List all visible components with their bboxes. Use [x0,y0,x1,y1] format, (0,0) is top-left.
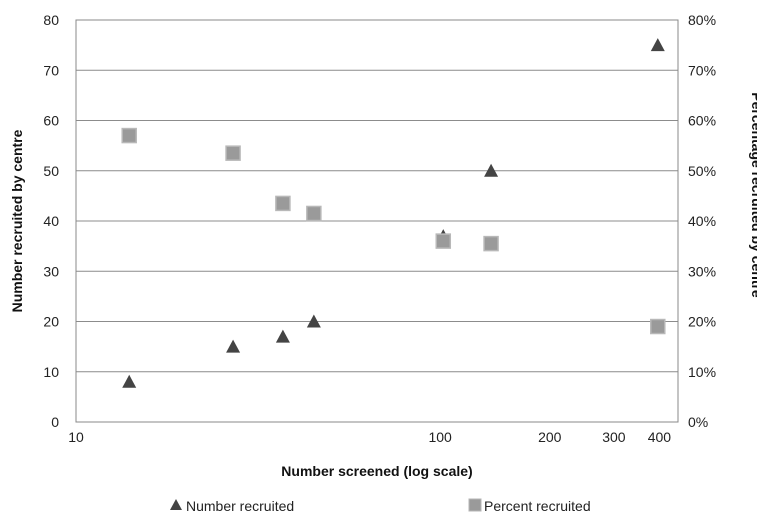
x-axis-title: Number screened (log scale) [281,463,472,479]
data-point-square [306,205,322,222]
gridlines [76,69,678,373]
right-axis-tick-label: 80% [688,12,716,28]
series-percent-recruited [121,127,666,335]
legend-label-percent-recruited: Percent recruited [484,498,591,513]
x-axis-tick-label: 300 [602,429,626,445]
x-axis-tick-label: 100 [428,429,452,445]
left-axis-tick-label: 70 [43,62,59,78]
data-point-triangle [484,163,499,177]
series-number-recruited [122,38,665,388]
x-axis-tick-labels: 10 100 200 300 400 [68,429,671,445]
right-axis-tick-labels: 0% 10% 20% 30% 40% 50% 60% 70% 80% [688,12,716,430]
data-point-triangle [650,38,665,52]
left-axis-tick-label: 40 [43,213,59,229]
data-point-triangle [122,374,137,388]
x-axis-tick-label: 400 [648,429,672,445]
data-point-square [225,145,241,161]
right-axis-tick-label: 70% [688,62,716,78]
data-point-triangle [306,314,321,328]
left-axis-tick-label: 60 [43,113,59,129]
data-point-triangle [275,329,290,343]
data-point-square [435,233,452,249]
left-axis-tick-labels: 0 10 20 30 40 50 60 70 80 [43,12,59,430]
left-axis-tick-label: 0 [51,414,59,430]
left-axis-tick-label: 50 [43,163,59,179]
left-axis-tick-label: 30 [43,263,59,279]
x-axis-tick-label: 200 [538,429,562,445]
data-point-square [121,127,137,144]
legend-triangle-marker [170,499,182,510]
left-axis-tick-label: 10 [43,364,59,380]
right-axis-tick-label: 50% [688,163,716,179]
data-point-square [483,235,499,252]
left-axis-tick-label: 20 [43,314,59,330]
data-point-square [275,195,291,212]
x-axis-tick-label: 10 [68,429,84,445]
right-axis-tick-label: 0% [688,414,708,430]
left-axis-tick-label: 80 [43,12,59,28]
right-axis-tick-label: 10% [688,364,716,380]
right-axis-tick-label: 60% [688,113,716,129]
plot-area-border [75,19,679,423]
left-axis-title: Number recruited by centre [9,129,25,312]
right-axis-tick-label: 30% [688,263,716,279]
data-point-triangle [226,339,241,353]
right-axis-tick-label: 40% [688,213,716,229]
data-point-square [650,318,666,335]
legend: Number recruited Percent recruited [170,498,591,513]
legend-square-marker [468,498,482,512]
legend-label-number-recruited: Number recruited [186,498,294,513]
right-axis-title: Percentage recruited by centre [749,92,757,298]
right-axis-tick-label: 20% [688,314,716,330]
